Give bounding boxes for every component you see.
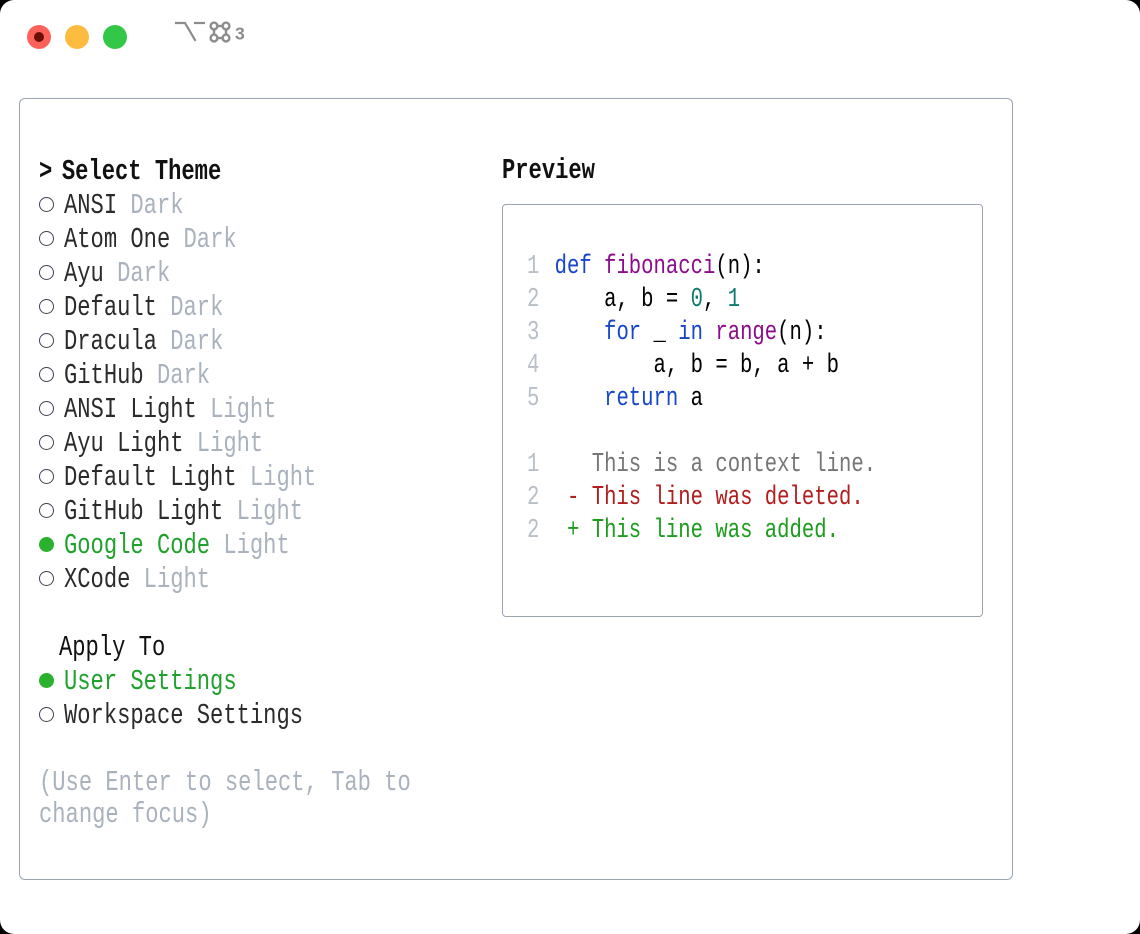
svg-text:3: 3 (235, 24, 245, 44)
